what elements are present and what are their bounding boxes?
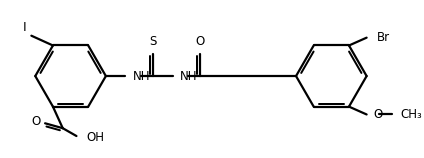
Text: CH₃: CH₃	[400, 108, 422, 121]
Text: NH: NH	[133, 70, 151, 83]
Text: O: O	[374, 108, 383, 121]
Text: I: I	[23, 21, 26, 34]
Text: Br: Br	[377, 31, 390, 44]
Text: O: O	[195, 35, 205, 48]
Text: NH: NH	[180, 70, 198, 83]
Text: O: O	[31, 115, 40, 128]
Text: OH: OH	[86, 131, 104, 144]
Text: S: S	[149, 35, 156, 48]
